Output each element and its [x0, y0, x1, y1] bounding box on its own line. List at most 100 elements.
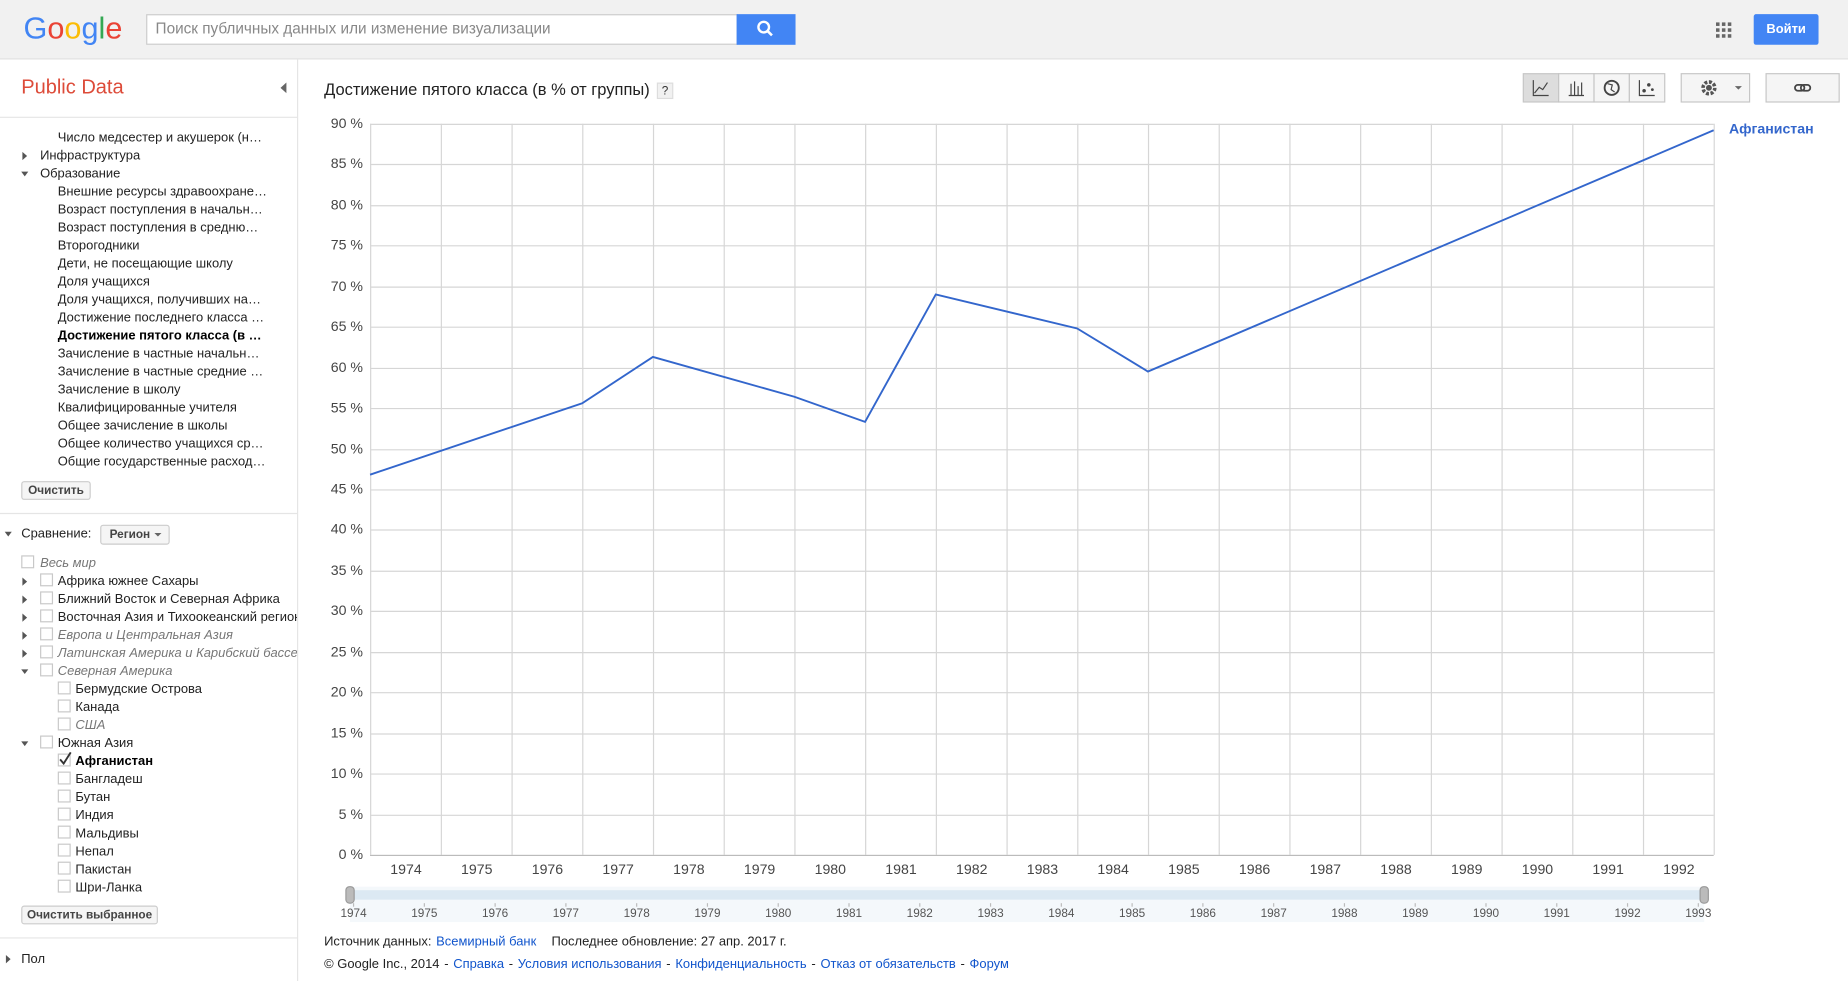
topic-item[interactable]: Инфраструктура — [40, 147, 141, 162]
apps-icon[interactable] — [1716, 22, 1732, 38]
timeline[interactable]: 1974 1975 1976 1977 1978 1979 1980 1981 1982 1983… — [340, 886, 1712, 923]
checkbox[interactable] — [57, 789, 71, 803]
region-item[interactable]: Европа и Центральная Азия — [58, 627, 233, 642]
checkbox[interactable] — [57, 861, 71, 875]
collapse-arrow[interactable] — [21, 669, 29, 675]
region-item[interactable]: Бермудские Острова — [75, 681, 202, 696]
clear-selected-button[interactable] — [21, 905, 158, 925]
checkbox[interactable] — [40, 663, 54, 677]
region-item[interactable]: Африка южнее Сахары — [58, 573, 199, 588]
region-item[interactable]: Афганистан — [75, 753, 153, 768]
topic-item[interactable]: Образование — [40, 165, 120, 180]
y-tick-label: 55 % — [331, 399, 364, 415]
footer-link[interactable]: Отказ от обязательств — [820, 956, 955, 971]
region-item[interactable]: Бутан — [75, 789, 110, 804]
checkbox[interactable] — [40, 627, 54, 641]
region-item[interactable]: Шри-Ланка — [75, 879, 142, 894]
expand-arrow[interactable] — [22, 613, 28, 622]
checkbox[interactable] — [40, 609, 54, 623]
bar-chart-button[interactable] — [1558, 73, 1595, 103]
checkbox[interactable] — [57, 681, 71, 695]
footer-link[interactable]: Конфиденциальность — [675, 956, 807, 971]
y-tick-label: 10 % — [331, 765, 364, 781]
region-item[interactable]: Южная Азия — [58, 735, 134, 750]
region-item[interactable]: Восточная Азия и Тихоокеанский регион — [58, 609, 302, 624]
topic-item[interactable]: Возраст поступления в средню… — [58, 219, 259, 234]
topic-item[interactable]: Достижение последнего класса … — [58, 310, 264, 325]
checkbox[interactable] — [40, 573, 54, 587]
footer-link[interactable]: Условия использования — [518, 956, 662, 971]
region-item[interactable]: Пакистан — [75, 861, 131, 876]
checkbox[interactable] — [57, 771, 71, 785]
region-item[interactable]: Бангладеш — [75, 771, 142, 786]
clear-button[interactable] — [21, 481, 91, 500]
compare-select[interactable] — [100, 524, 170, 545]
topic-item[interactable]: Общее зачисление в школы — [58, 418, 228, 433]
topic-item[interactable]: Квалифицированные учителя — [58, 400, 237, 415]
footer-text: © Google Inc., 2014 — [324, 956, 439, 971]
expand-arrow[interactable] — [22, 649, 28, 658]
logo[interactable]: Google — [24, 12, 123, 46]
checkbox[interactable] — [57, 717, 71, 731]
topic-item[interactable]: Достижение пятого класса (в … — [58, 328, 262, 343]
topic-item[interactable]: Внешние ресурсы здравоохране… — [58, 183, 267, 198]
timeline-label: 1980 — [765, 907, 792, 920]
region-item[interactable]: Канада — [75, 699, 120, 714]
region-item[interactable]: США — [75, 717, 105, 732]
checkbox[interactable] — [40, 645, 54, 659]
series-label[interactable]: Афганистан — [1729, 120, 1814, 136]
sidebar-title[interactable]: Public Data — [21, 77, 124, 99]
expand-arrow[interactable] — [22, 631, 28, 640]
x-tick-label: 1974 — [390, 861, 422, 877]
checkbox[interactable] — [57, 753, 71, 767]
region-item[interactable]: Латинская Америка и Карибский бассейн — [57, 645, 312, 660]
link-button[interactable] — [1765, 73, 1840, 103]
topic-item[interactable]: Доля учащихся — [58, 274, 150, 289]
topic-item[interactable]: Число медсестер и акушерок (н… — [58, 129, 262, 144]
checkbox[interactable] — [40, 735, 54, 749]
checkbox[interactable] — [57, 699, 71, 713]
expand-arrow[interactable] — [22, 577, 28, 586]
region-item[interactable]: Индия — [75, 807, 113, 822]
footer-link[interactable]: Форум — [970, 956, 1009, 971]
checkbox[interactable] — [21, 555, 35, 569]
search-input[interactable] — [146, 14, 738, 45]
topic-item[interactable]: Зачисление в частные средние … — [58, 364, 264, 379]
expand-arrow[interactable] — [22, 595, 28, 604]
collapse-arrow[interactable] — [21, 171, 29, 177]
region-item[interactable]: Весь мир — [40, 555, 96, 570]
timeline-handle[interactable] — [345, 886, 355, 904]
topic-item[interactable]: Возраст поступления в начальн… — [58, 201, 263, 216]
checkbox[interactable] — [57, 843, 71, 857]
gender-label[interactable]: Пол — [21, 951, 45, 966]
collapse-arrow[interactable] — [21, 741, 29, 747]
bubble-chart-button[interactable] — [1628, 73, 1666, 103]
topic-item[interactable]: Второгодники — [58, 237, 140, 252]
topic-item[interactable]: Зачисление в школу — [58, 382, 181, 397]
x-tick-label: 1989 — [1451, 861, 1483, 877]
region-item[interactable]: Ближний Восток и Северная Африка — [58, 591, 281, 606]
topic-item[interactable]: Зачисление в частные начальн… — [58, 346, 260, 361]
topic-item[interactable]: Общее количество учащихся ср… — [58, 436, 264, 451]
expand-arrow[interactable] — [5, 955, 11, 964]
checkbox[interactable] — [57, 879, 71, 893]
region-item[interactable]: Непал — [75, 843, 113, 858]
bubble-chart-icon — [1642, 89, 1646, 93]
collapse-arrow[interactable] — [280, 82, 287, 94]
checkbox[interactable] — [57, 825, 71, 839]
footer-link[interactable]: Справка — [453, 956, 505, 971]
region-item[interactable]: Северная Америка — [58, 663, 173, 678]
region-item[interactable]: Мальдивы — [75, 825, 138, 840]
checkbox[interactable] — [57, 807, 71, 821]
checkbox[interactable] — [40, 591, 54, 605]
expand-arrow[interactable] — [4, 531, 12, 537]
topic-item[interactable]: Дети, не посещающие школу — [58, 255, 234, 270]
footer-link[interactable]: Всемирный банк — [436, 934, 536, 949]
topic-item[interactable]: Доля учащихся, получивших на… — [58, 292, 261, 307]
expand-arrow[interactable] — [22, 151, 28, 161]
help-button[interactable] — [656, 82, 674, 100]
topic-item[interactable]: Общие государственные расход… — [58, 454, 266, 469]
timeline-handle[interactable] — [1699, 886, 1709, 904]
search-button[interactable] — [736, 14, 796, 45]
sign-in-button[interactable] — [1753, 14, 1819, 45]
